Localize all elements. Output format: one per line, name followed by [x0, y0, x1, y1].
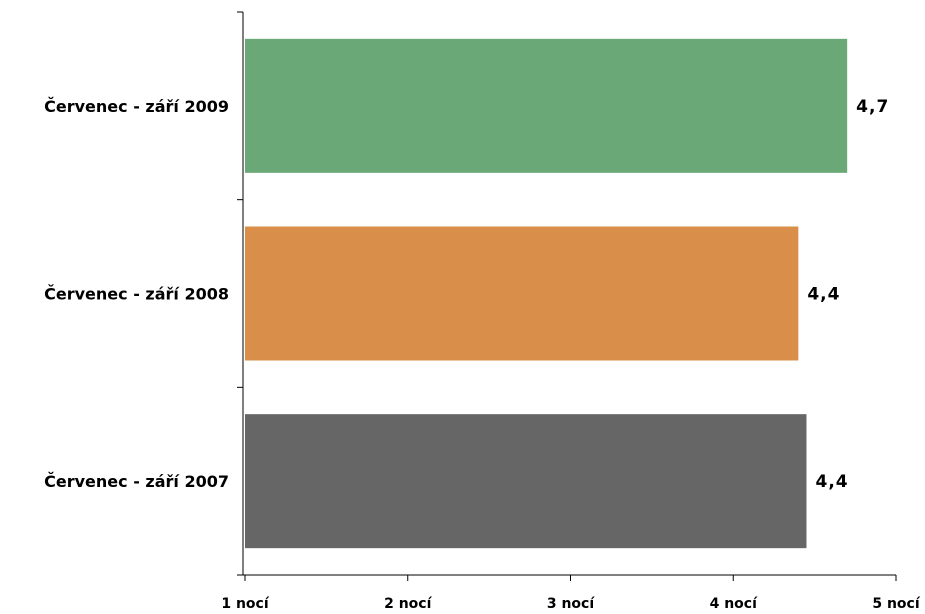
chart-bars	[245, 38, 848, 549]
category-label: Červenec - září 2007	[44, 472, 229, 491]
value-label: 4,4	[815, 472, 848, 492]
category-label: Červenec - září 2008	[44, 285, 229, 304]
x-tick-label: 4 nocí	[710, 596, 758, 612]
value-label: 4,4	[807, 285, 840, 305]
chart-labels: 1 nocí 2 nocí 3 nocí 4 nocí 5 nocí Červenec -…	[44, 97, 921, 612]
category-label: Červenec - září 2009	[44, 97, 229, 116]
x-tick-label: 1 nocí	[221, 596, 269, 612]
bar	[245, 226, 799, 361]
x-tick-label: 3 nocí	[547, 596, 595, 612]
bar	[245, 38, 848, 173]
x-tick-label: 5 nocí	[872, 596, 920, 612]
x-tick-label: 2 nocí	[384, 596, 432, 612]
value-label: 4,7	[856, 97, 889, 117]
bar	[245, 414, 807, 549]
chart-axes	[237, 11, 897, 581]
